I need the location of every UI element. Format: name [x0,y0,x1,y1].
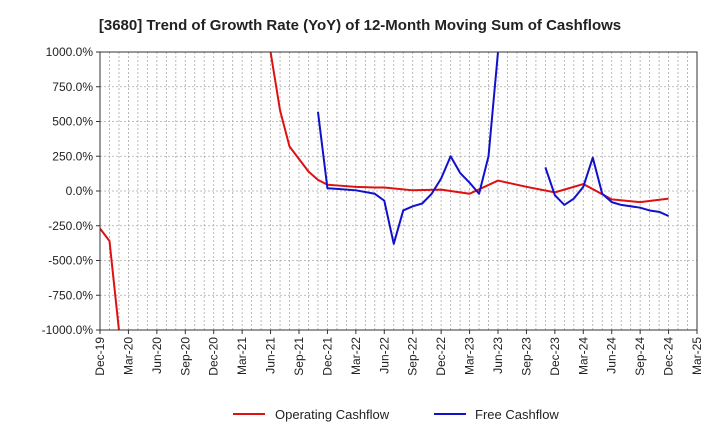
series-layer [100,52,669,330]
x-axis-ticks: Dec-19 Mar-20 Jun-20 Sep-20 Dec-20 Mar-21 Jun-… [93,330,704,376]
x-tick-label: Jun-24 [605,337,619,374]
y-tick-label: 0.0% [66,184,94,198]
y-tick-label: -500.0% [48,254,93,268]
series-line-free-cashflow [544,156,669,217]
x-tick-label: Dec-23 [548,337,562,376]
chart-title: [3680] Trend of Growth Rate (YoY) of 12-… [99,17,621,34]
series-line-free-cashflow [316,52,499,245]
x-tick-label: Jun-22 [377,337,391,374]
x-tick-label: Mar-22 [349,337,363,375]
legend-label-free-cashflow: Free Cashflow [475,407,559,422]
x-tick-label: Jun-20 [150,337,164,374]
x-tick-label: Mar-24 [576,337,590,375]
legend-item-free-cashflow[interactable]: Free Cashflow [434,407,559,422]
x-tick-label: Dec-21 [320,337,334,376]
series-line-operating-cashflow [269,52,669,204]
x-tick-label: Mar-23 [463,337,477,375]
y-tick-label: -1000.0% [42,323,94,337]
y-tick-label: 250.0% [52,149,93,163]
legend: Operating Cashflow Free Cashflow [233,407,559,422]
x-tick-label: Sep-20 [178,337,192,376]
x-tick-label: Dec-20 [207,337,221,376]
y-tick-label: 750.0% [52,80,93,94]
legend-label-operating-cashflow: Operating Cashflow [275,407,390,422]
y-tick-label: 500.0% [52,115,93,129]
x-tick-label: Dec-24 [662,337,676,376]
grid-lines [100,51,697,331]
x-tick-label: Sep-22 [406,337,420,376]
x-tick-label: Mar-20 [121,337,135,375]
y-tick-label: -250.0% [48,219,93,233]
y-axis-ticks: 1000.0% 750.0% 500.0% 250.0% 0.0% -250.0% -500… [42,45,100,337]
x-tick-label: Dec-19 [93,337,107,376]
x-tick-label: Mar-21 [235,337,249,375]
x-tick-label: Jun-23 [491,337,505,374]
legend-item-operating-cashflow[interactable]: Operating Cashflow [233,407,390,422]
y-tick-label: -750.0% [48,288,93,302]
x-tick-label: Sep-24 [633,337,647,376]
x-tick-label: Mar-25 [690,337,704,375]
series-line-operating-cashflow [100,227,120,330]
x-tick-label: Jun-21 [264,337,278,374]
x-tick-label: Dec-22 [434,337,448,376]
y-tick-label: 1000.0% [46,45,94,59]
x-tick-label: Sep-23 [519,337,533,376]
x-tick-label: Sep-21 [292,337,306,376]
